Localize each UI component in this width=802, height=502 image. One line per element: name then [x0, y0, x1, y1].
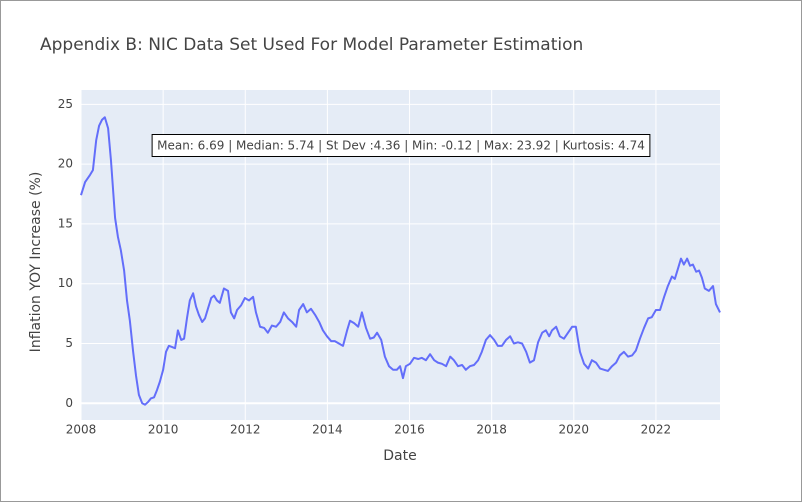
y-tick-label: 10	[58, 276, 73, 290]
x-tick-label: 2022	[641, 423, 672, 437]
y-tick-label: 25	[58, 97, 73, 111]
y-tick-label: 0	[65, 396, 73, 410]
annotation: Mean: 6.69 | Median: 5.74 | St Dev :4.36…	[157, 139, 645, 153]
y-tick-label: 20	[58, 157, 73, 171]
x-tick-label: 2020	[559, 423, 590, 437]
x-tick-label: 2010	[148, 423, 179, 437]
x-tick-label: 2018	[476, 423, 507, 437]
x-axis-label: Date	[383, 448, 416, 464]
y-axis-label: Inflation YOY Increase (%)	[28, 172, 44, 353]
chart-title: Appendix B: NIC Data Set Used For Model …	[40, 35, 583, 55]
x-tick-label: 2014	[312, 423, 343, 437]
x-tick-label: 2008	[66, 423, 97, 437]
y-tick-label: 5	[65, 336, 73, 350]
x-tick-label: 2016	[394, 423, 425, 437]
y-tick-label: 15	[58, 216, 73, 230]
line	[80, 116, 721, 406]
annotation-box	[151, 134, 651, 157]
x-tick-label: 2012	[230, 423, 261, 437]
